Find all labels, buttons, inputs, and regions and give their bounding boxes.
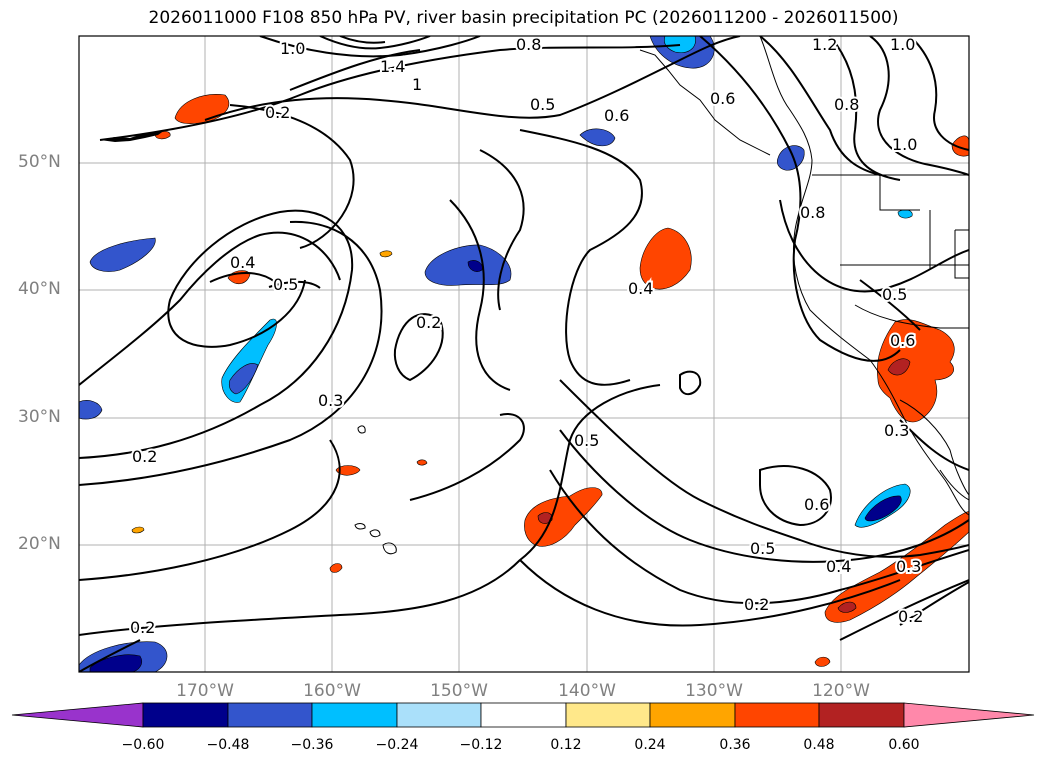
contour-label: 1.4 (380, 57, 405, 76)
graticule (79, 36, 969, 672)
precip-blob-california-pos (877, 319, 955, 423)
contour-label: 0.4 (628, 279, 653, 298)
contour-label: 0.6 (890, 331, 915, 350)
lon-label: 170°W (176, 681, 234, 701)
lon-label: 160°W (303, 681, 361, 701)
contour-label: 1.0 (890, 35, 915, 54)
precip-blob-pnw-neg (776, 145, 805, 171)
coastlines (759, 36, 969, 516)
colorbar-tick-label: −0.60 (121, 737, 165, 753)
precip-blob-west-neg (79, 400, 103, 420)
map-frame (78, 35, 970, 673)
colorbar-tick-label: −0.48 (206, 737, 250, 753)
colorbar (11, 702, 1035, 728)
colorbar-tick-label: 0.36 (719, 737, 751, 753)
contour-label: 0.5 (574, 431, 599, 450)
contour-label: 1 (412, 75, 422, 94)
contour-label: 0.6 (604, 106, 629, 125)
precip-blob-aleutian-neg (89, 237, 156, 272)
contour-label: 0.5 (750, 539, 775, 558)
contour-label: 0.5 (530, 95, 555, 114)
contour-label: 0.3 (318, 391, 343, 410)
contour-label: 0.4 (826, 557, 851, 576)
contour-label: 0.8 (516, 35, 541, 54)
colorbar-extend-max (903, 702, 1035, 728)
lat-label: 20°N (18, 534, 61, 554)
colorbar-tick-label: 0.60 (888, 737, 920, 753)
lon-label: 150°W (430, 681, 488, 701)
lat-label: 50°N (18, 152, 61, 172)
contour-label: 0.2 (898, 607, 923, 626)
lat-label: 30°N (18, 407, 61, 427)
precip-positive (131, 94, 969, 667)
contour-label: 1.2 (812, 35, 837, 54)
contour-label: 1.0 (892, 135, 917, 154)
contour-label: 0.2 (132, 447, 157, 466)
contour-label: 0.2 (416, 313, 441, 332)
contour-label: 0.8 (800, 203, 825, 222)
lon-label: 120°W (812, 681, 870, 701)
precip-blob-midlat-pos (639, 227, 692, 290)
colorbar-tick-label: −0.12 (459, 737, 503, 753)
pv-contours (79, 36, 969, 672)
contour-label: 0.8 (834, 95, 859, 114)
contour-label: 0.2 (130, 618, 155, 637)
lat-label: 40°N (18, 279, 61, 299)
precip-blob-subtropical-neg (221, 318, 277, 403)
colorbar-tick-label: 0.48 (803, 737, 835, 753)
contour-label: 0.6 (710, 89, 735, 108)
precip-blob-central-neg (424, 244, 512, 286)
precip-negative (79, 36, 913, 672)
contour-label: 0.6 (804, 495, 829, 514)
colorbar-tick-label: 0.24 (634, 737, 666, 753)
lon-label: 140°W (558, 681, 616, 701)
contour-label: 0.3 (884, 421, 909, 440)
contour-label: 1.0 (280, 39, 305, 58)
lon-label: 130°W (685, 681, 743, 701)
chart-title: 2026011000 F108 850 hPa PV, river basin … (148, 8, 899, 28)
contour-label: 0.2 (744, 595, 769, 614)
islands (100, 49, 771, 555)
colorbar-tick-label: −0.24 (375, 737, 419, 753)
contour-labels: 1.0 1.4 0.8 1.2 1.0 0.2 1 0.5 0.6 0.6 0.… (128, 33, 925, 639)
precip-blob-gulf-neg (579, 128, 616, 147)
contour-label: 0.3 (896, 557, 921, 576)
contour-label: 0.2 (265, 103, 290, 122)
contour-label: 0.5 (273, 275, 298, 294)
contour-label: 0.4 (230, 253, 255, 272)
precip-blob-tropical-pos (524, 487, 603, 547)
colorbar-tick-label: 0.12 (550, 737, 582, 753)
contour-label: 0.5 (882, 285, 907, 304)
colorbar-tick-label: −0.36 (290, 737, 334, 753)
colorbar-extend-min (11, 702, 144, 728)
